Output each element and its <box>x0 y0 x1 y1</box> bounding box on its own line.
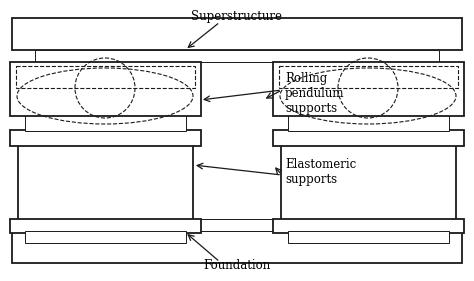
Bar <box>10 62 201 116</box>
Bar <box>279 66 458 88</box>
Bar <box>25 115 186 131</box>
Bar <box>16 66 195 88</box>
Bar <box>281 145 456 221</box>
Bar <box>18 145 193 221</box>
Text: Rolling
pendulum
supports: Rolling pendulum supports <box>285 72 345 115</box>
Bar <box>273 219 464 233</box>
Bar <box>25 231 186 243</box>
Bar <box>288 115 449 131</box>
Text: Elastomeric
supports: Elastomeric supports <box>285 158 356 186</box>
Bar <box>12 18 462 50</box>
Text: Foundation: Foundation <box>203 259 271 272</box>
Bar <box>10 130 201 146</box>
Bar <box>35 219 439 231</box>
Bar <box>12 231 462 263</box>
Bar <box>273 130 464 146</box>
Bar <box>273 62 464 116</box>
Bar <box>10 219 201 233</box>
Bar <box>35 50 439 62</box>
Text: Superstructure: Superstructure <box>191 10 283 23</box>
Bar <box>288 231 449 243</box>
